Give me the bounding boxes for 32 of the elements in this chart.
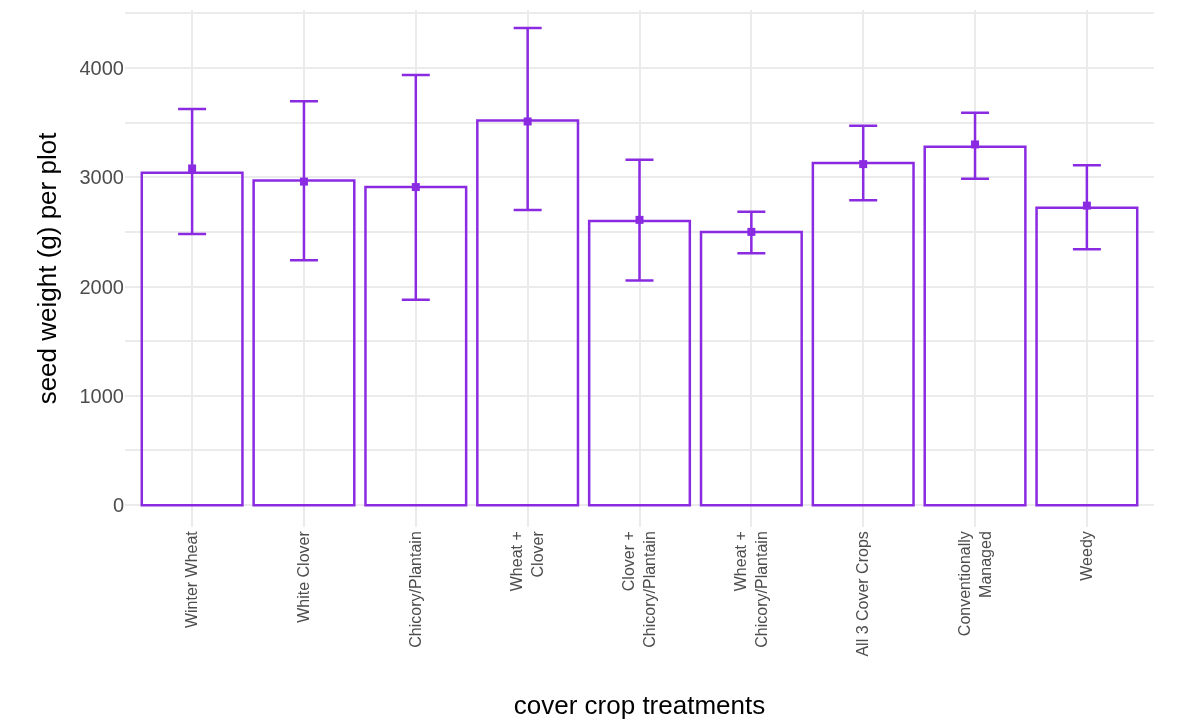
x-tick-label: Wheat + Chicory/Plantain (732, 531, 770, 648)
y-axis-title: seed weight (g) per plot (31, 131, 62, 405)
point (299, 177, 308, 186)
x-tick-label: White Clover (295, 530, 313, 623)
bar (699, 230, 803, 507)
x-tick-label: Wheat + Clover (508, 530, 547, 592)
point (635, 215, 644, 224)
x-tick-label: Conventionally Managed (955, 531, 994, 637)
y-tick-label: 0 (112, 494, 124, 517)
y-tick-label: 4000 (79, 56, 124, 79)
x-tick-label: Clover + Chicory/Plantain (620, 531, 659, 648)
bar (252, 179, 356, 507)
x-tick-label: Chicory/Plantain (407, 531, 424, 648)
point (1082, 201, 1091, 210)
y-tick-label: 2000 (79, 275, 124, 298)
bar (364, 185, 468, 507)
x-axis-title: cover crop treatments (513, 690, 766, 721)
y-tick-label: 3000 (79, 166, 124, 189)
x-tick-label: All 3 Cover Crops (854, 531, 872, 657)
bar (476, 119, 580, 507)
point (188, 164, 197, 173)
x-tick-label: Weedy (1078, 531, 1096, 581)
bar (811, 161, 915, 507)
point (971, 140, 980, 149)
y-tick-label: 1000 (79, 384, 124, 407)
x-tick-label: Winter Wheat (183, 530, 201, 629)
point (859, 160, 868, 169)
bar (587, 219, 692, 507)
point (523, 117, 532, 126)
point (411, 183, 420, 192)
bar (1035, 206, 1139, 507)
point (747, 227, 756, 236)
